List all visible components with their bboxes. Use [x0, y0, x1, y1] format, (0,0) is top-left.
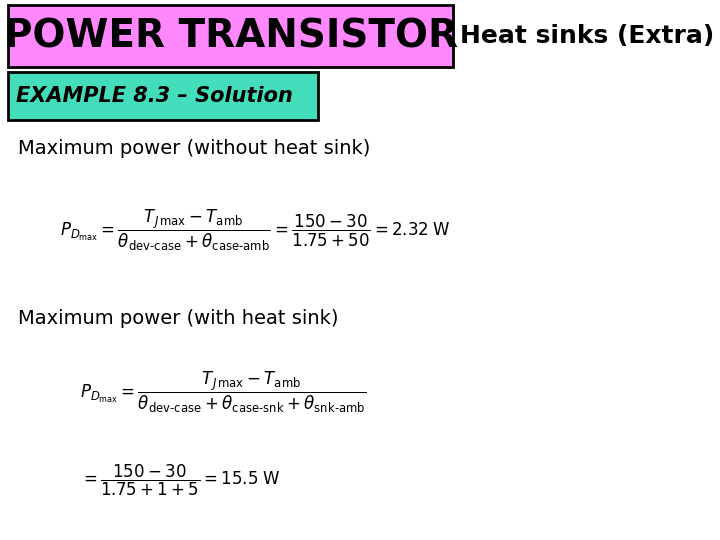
FancyBboxPatch shape: [8, 5, 453, 67]
Text: Maximum power (without heat sink): Maximum power (without heat sink): [18, 138, 370, 158]
Text: $= \dfrac{150 - 30}{1.75 + 1 + 5} = 15.5\;\mathrm{W}$: $= \dfrac{150 - 30}{1.75 + 1 + 5} = 15.5…: [80, 462, 280, 497]
FancyBboxPatch shape: [8, 72, 318, 120]
Text: $P_{D_{\mathrm{max}}} = \dfrac{T_{J\,\mathrm{max}} - T_{\mathrm{amb}}}{\theta_{\: $P_{D_{\mathrm{max}}} = \dfrac{T_{J\,\ma…: [80, 369, 366, 415]
Text: EXAMPLE 8.3 – Solution: EXAMPLE 8.3 – Solution: [16, 86, 293, 106]
Text: Maximum power (with heat sink): Maximum power (with heat sink): [18, 308, 338, 327]
Text: Heat sinks (Extra): Heat sinks (Extra): [460, 24, 714, 48]
Text: POWER TRANSISTOR: POWER TRANSISTOR: [4, 17, 457, 55]
Text: $P_{D_{\mathrm{max}}} = \dfrac{T_{J\,\mathrm{max}} - T_{\mathrm{amb}}}{\theta_{\: $P_{D_{\mathrm{max}}} = \dfrac{T_{J\,\ma…: [60, 207, 451, 253]
